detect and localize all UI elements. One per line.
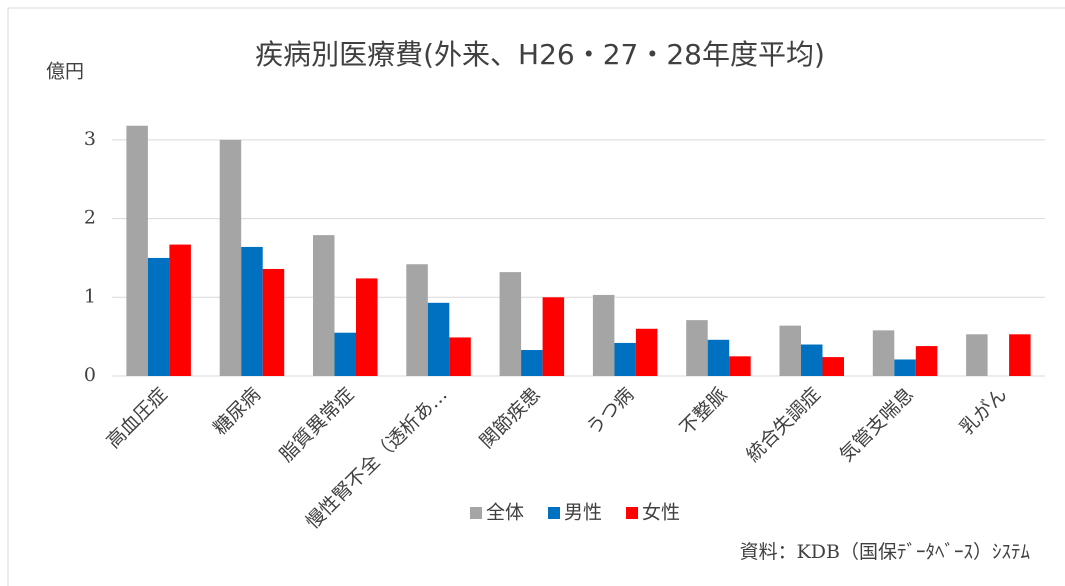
- bar: [542, 297, 565, 376]
- bar: [915, 346, 938, 376]
- bar: [169, 244, 191, 376]
- legend-label: 男性: [564, 502, 602, 524]
- chart-title: 疾病別医療費(外来、H26・27・28年度平均): [255, 38, 825, 71]
- bar: [262, 268, 285, 376]
- bar: [822, 357, 844, 376]
- bar: [126, 125, 148, 376]
- y-tick-label: 3: [84, 128, 96, 150]
- bar: [449, 337, 471, 376]
- bar: [635, 328, 658, 376]
- bar: [334, 332, 356, 376]
- bar: [779, 325, 801, 376]
- legend-label: 女性: [642, 502, 680, 524]
- y-tick-label: 2: [84, 207, 96, 229]
- bar: [219, 139, 242, 376]
- bar: [313, 235, 335, 376]
- source-note: 資料：KDB（国保ﾃﾞｰﾀﾍﾞｰｽ）ｼｽﾃﾑ: [740, 541, 1030, 563]
- bar: [427, 302, 450, 376]
- bar: [686, 320, 708, 376]
- bar: [147, 257, 170, 376]
- legend-swatch: [548, 507, 561, 519]
- legend-swatch: [470, 507, 482, 519]
- y-axis-label: 億円: [46, 61, 84, 83]
- y-tick-label: 1: [84, 285, 96, 307]
- bar: [241, 246, 263, 376]
- bar: [872, 330, 895, 376]
- y-tick-label: 0: [84, 364, 96, 386]
- bar: [707, 339, 730, 376]
- bar: [521, 350, 543, 376]
- bar: [499, 272, 522, 376]
- legend-label: 全体: [486, 502, 524, 524]
- bar: [592, 294, 615, 376]
- bar: [614, 342, 636, 376]
- bar: [1009, 334, 1031, 376]
- bar: [966, 334, 988, 376]
- bar: [894, 359, 916, 376]
- bar: [729, 356, 751, 376]
- legend-swatch: [626, 507, 639, 519]
- bar: [406, 264, 428, 376]
- bar: [356, 278, 378, 376]
- bar: [801, 344, 823, 376]
